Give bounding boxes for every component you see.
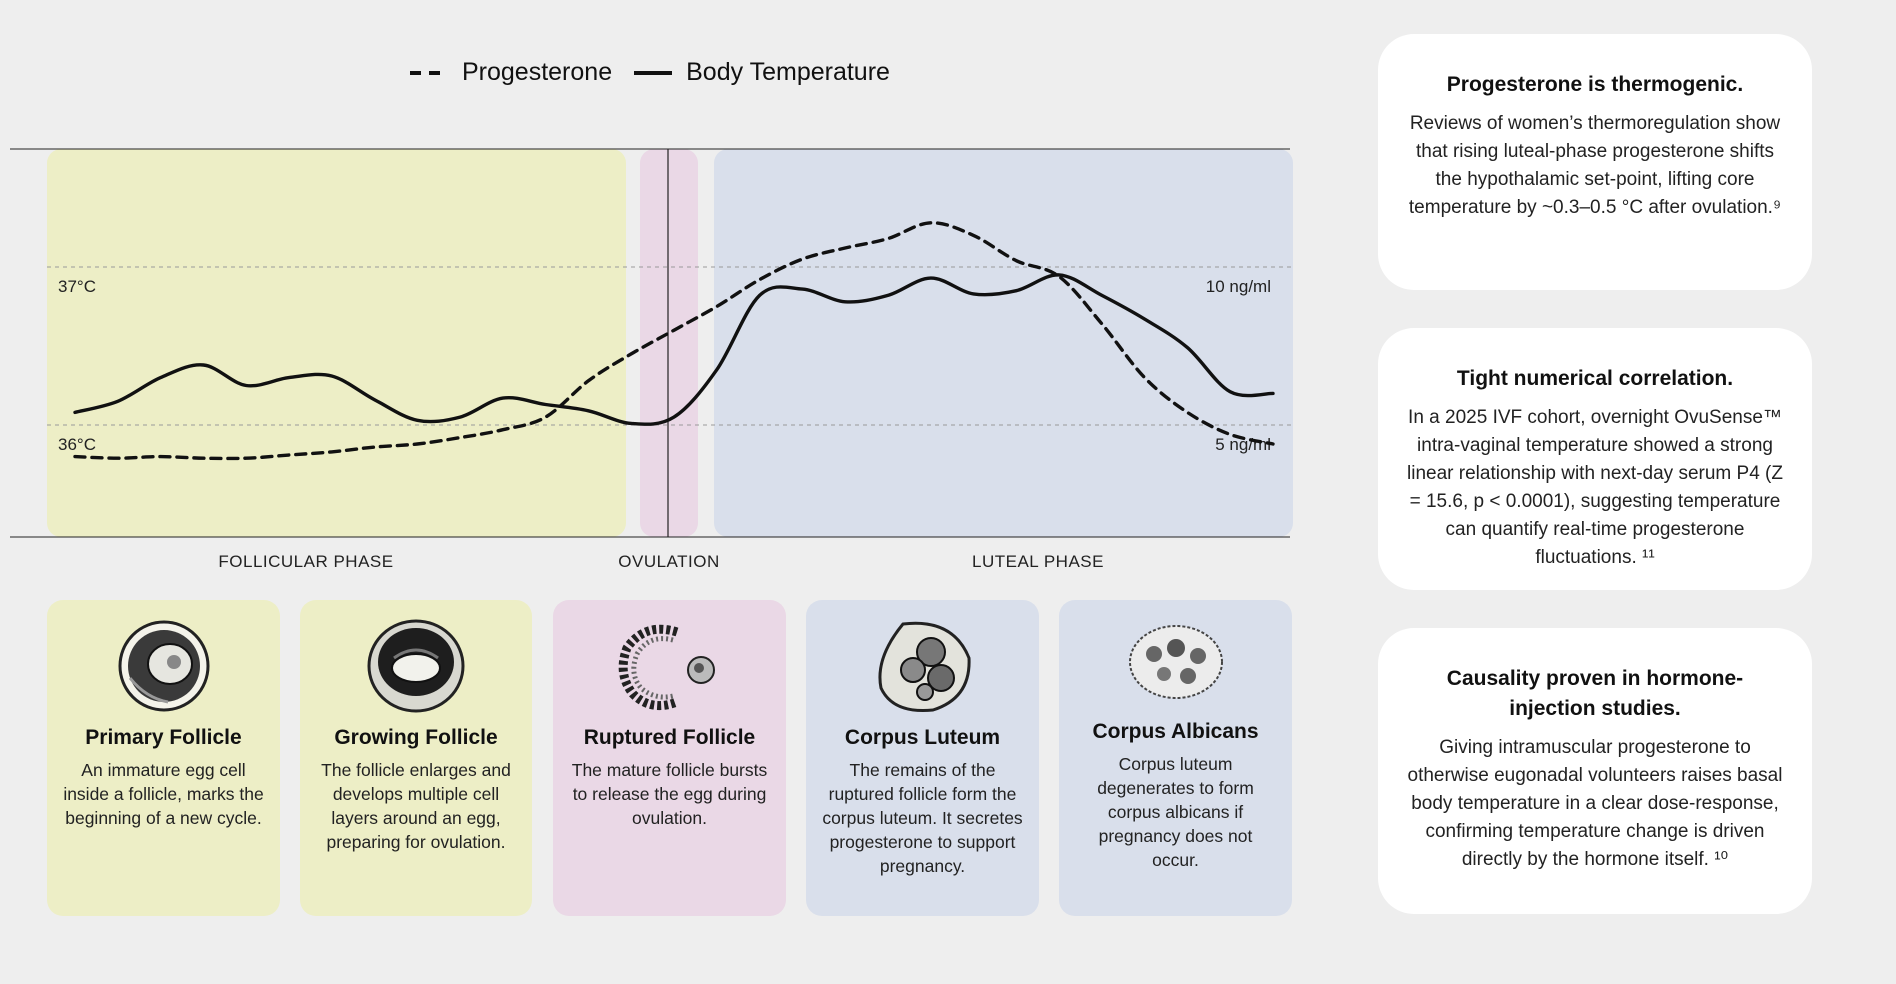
luteal-phase-band: [714, 149, 1293, 537]
ruptured-follicle-icon: [618, 624, 715, 711]
info-card-correlation: Tight numerical correlation. In a 2025 I…: [1378, 328, 1812, 590]
info-card-title: Tight numerical correlation.: [1456, 367, 1734, 390]
legend-progesterone: Progesterone: [410, 58, 612, 87]
primary-follicle-icon: [118, 620, 209, 712]
left-tick-36: 36°C: [58, 435, 96, 454]
info-card-title: Progesterone is thermogenic.: [1446, 73, 1744, 96]
legend-temperature: Body Temperature: [634, 58, 890, 87]
info-card-body: In a 2025 IVF cohort, overnight OvuSense…: [1407, 407, 1783, 568]
stage-card-corpus-luteum: Corpus Luteum The remains of the rupture…: [806, 600, 1039, 916]
right-tick-10: 10 ng/ml: [1206, 277, 1271, 296]
phase-label-luteal: LUTEAL PHASE: [972, 552, 1104, 571]
info-card-causality: Causality proven in hormone-injection st…: [1378, 628, 1812, 914]
temperature-line: [73, 273, 1275, 426]
growing-follicle-icon: [367, 619, 465, 713]
dashed-line-icon: [410, 70, 448, 75]
corpus-albicans-icon: [1128, 625, 1223, 699]
phase-label-follicular: FOLLICULAR PHASE: [218, 552, 394, 571]
corpus-luteum-icon: [878, 621, 971, 713]
info-card-title: Causality proven in hormone-injection st…: [1446, 667, 1744, 720]
stage-description: The remains of the ruptured follicle for…: [822, 760, 1023, 876]
legend-temperature-label: Body Temperature: [686, 58, 890, 86]
stage-title: Growing Follicle: [334, 726, 498, 749]
stage-title: Corpus Albicans: [1092, 720, 1259, 743]
stage-card-corpus-albicans: Corpus Albicans Corpus luteum degenerate…: [1059, 600, 1292, 916]
stage-card-growing-follicle: Growing Follicle The follicle enlarges a…: [300, 600, 532, 916]
stage-description: The follicle enlarges and develops multi…: [321, 760, 511, 852]
stage-description: An immature egg cell inside a follicle, …: [63, 760, 264, 828]
legend-progesterone-label: Progesterone: [462, 58, 613, 86]
info-card-body: Giving intramuscular progesterone to oth…: [1407, 737, 1783, 870]
stage-title: Primary Follicle: [85, 726, 242, 749]
cycle-chart: 37°C36°C10 ng/ml5 ng/ml: [10, 148, 1293, 538]
stage-card-primary-follicle: Primary Follicle An immature egg cell in…: [47, 600, 280, 916]
info-card-body: Reviews of women’s thermoregulation show…: [1408, 113, 1782, 218]
stage-description: The mature follicle bursts to release th…: [571, 760, 768, 828]
stage-description: Corpus luteum degenerates to form corpus…: [1097, 754, 1254, 870]
progesterone-line: [73, 221, 1275, 461]
chart-legend: Progesterone Body Temperature: [410, 58, 890, 87]
ovulation-phase-band: [640, 149, 698, 537]
stage-title: Corpus Luteum: [844, 726, 1001, 749]
left-tick-37: 37°C: [58, 277, 96, 296]
info-card-thermogenic: Progesterone is thermogenic. Reviews of …: [1378, 34, 1812, 290]
follicular-phase-band: [47, 149, 626, 537]
stage-card-ruptured-follicle: Ruptured Follicle The mature follicle bu…: [553, 600, 786, 916]
phase-label-ovulation: OVULATION: [618, 552, 720, 571]
solid-line-icon: [634, 70, 673, 75]
stage-title: Ruptured Follicle: [583, 726, 756, 749]
